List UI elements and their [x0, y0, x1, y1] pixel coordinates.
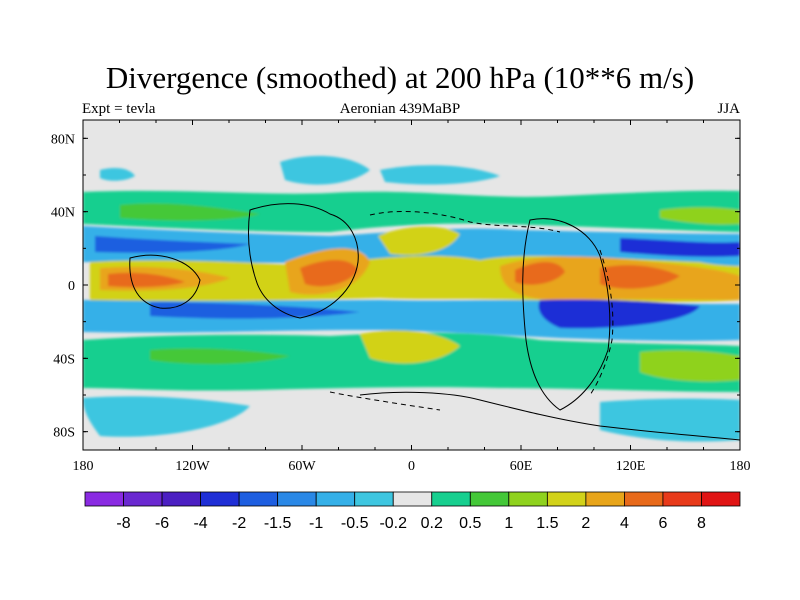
coastlines [129, 203, 740, 441]
colorbar: -8 -6 -4 -2 -1.5 -1 -0.5 -0.2 0.2 0.5 1 1.5 2 4 6 8 [84, 491, 741, 532]
colorbar-swatch [123, 491, 163, 507]
x-tick-label: 60W [288, 459, 316, 474]
field-north-green-band [83, 190, 740, 232]
colorbar-label: 8 [697, 515, 706, 532]
plot-title: Divergence (smoothed) at 200 hPa (10**6 … [105, 60, 695, 95]
field-east-red-core-2 [600, 265, 680, 289]
season-label: JJA [717, 101, 740, 117]
coastline-dashed-north [369, 210, 561, 233]
x-tick-label: 0 [408, 459, 415, 474]
y-axis: 80N 40N 0 40S 80S [51, 132, 740, 441]
colorbar-swatch [701, 491, 741, 507]
field-north-darkblue-core-east [620, 238, 740, 257]
colorbar-swatch [200, 491, 240, 507]
field-north-lightgreen-patch-east [660, 207, 740, 225]
colorbar-label: 6 [658, 515, 667, 532]
colorbar-label: 0.5 [459, 515, 481, 532]
colorbar-label: -0.5 [341, 515, 369, 532]
colorbar-label: 4 [620, 515, 629, 532]
field-layer [83, 120, 740, 450]
colorbar-swatch [624, 491, 664, 507]
colorbar-label: 0.2 [421, 515, 443, 532]
colorbar-swatch [662, 491, 702, 507]
period-label: Aeronian 439MaBP [339, 101, 461, 117]
field-equatorial-red-core-west [108, 272, 185, 288]
colorbar-swatch [585, 491, 625, 507]
colorbar-swatch [431, 491, 471, 507]
experiment-label: Expt = tevla [82, 101, 156, 117]
y-tick-label: 0 [68, 279, 75, 294]
colorbar-swatch [238, 491, 279, 507]
coastline-south-continent [359, 391, 740, 441]
colorbar-label: 2 [581, 515, 590, 532]
field-south-polar-blue-east [600, 398, 740, 442]
x-tick-label: 180 [73, 459, 94, 474]
colorbar-label: -0.2 [379, 515, 407, 532]
coastline-west-continent [129, 254, 201, 309]
coastline-north-continent [247, 203, 359, 319]
colorbar-swatch [354, 491, 394, 507]
coastline-dashed-east [589, 249, 614, 396]
x-tick-label: 180 [730, 459, 751, 474]
field-north-lightgreen-patch [120, 203, 260, 221]
colorbar-label: 1.5 [536, 515, 558, 532]
colorbar-label: 1 [504, 515, 513, 532]
coastline-dashed-south [329, 391, 441, 411]
colorbar-swatch [469, 491, 510, 507]
colorbar-label: -1 [309, 515, 323, 532]
field-north-polar-blue [280, 155, 370, 185]
field-east-red-core [515, 261, 565, 285]
colorbar-label: -6 [155, 515, 169, 532]
field-south-polar-blue [83, 396, 250, 437]
colorbar-swatch [161, 491, 201, 507]
colorbar-swatch [546, 491, 587, 507]
field-north-darkblue-core [95, 236, 250, 253]
field-south-lightgreen-patch [150, 348, 290, 365]
y-tick-label: 80S [53, 426, 75, 441]
field-north-polar-blue-2 [380, 165, 500, 185]
x-tick-label: 120E [616, 459, 646, 474]
colorbar-label: -8 [116, 515, 130, 532]
colorbar-swatch [508, 491, 548, 507]
x-axis: 180 120W 60W 0 60E 120E 180 [73, 120, 751, 474]
field-south-darkblue-core [150, 302, 360, 319]
colorbar-swatch [277, 491, 317, 507]
field-south-deepblue-core [538, 299, 700, 329]
field-midlat-yellow-patch [378, 226, 460, 256]
colorbar-label: -4 [193, 515, 207, 532]
field-north-polar-blue-3 [100, 168, 135, 181]
colorbar-swatch [315, 491, 356, 507]
x-tick-label: 60E [510, 459, 533, 474]
y-tick-label: 40N [51, 206, 75, 221]
field-south-yellow-core [360, 330, 460, 364]
y-tick-label: 80N [51, 132, 75, 147]
colorbar-label: -1.5 [264, 515, 292, 532]
x-tick-label: 120W [175, 459, 210, 474]
colorbar-swatch [84, 491, 124, 507]
y-tick-label: 40S [53, 352, 75, 367]
coastline-east-continent [522, 218, 611, 411]
field-south-yellow-core-east [640, 350, 740, 382]
field-atlantic-red-core [300, 260, 358, 287]
colorbar-swatch [392, 491, 433, 507]
coastlines-dashed [329, 210, 614, 411]
colorbar-label: -2 [232, 515, 246, 532]
